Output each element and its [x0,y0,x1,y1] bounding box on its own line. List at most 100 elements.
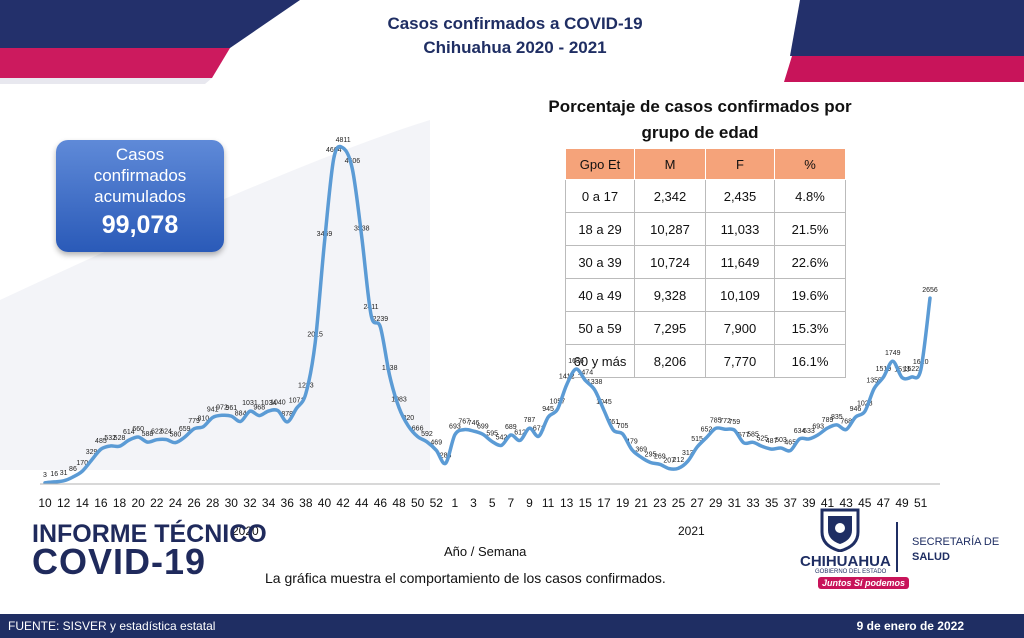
data-label: 580 [170,432,182,439]
data-label: 835 [831,414,843,421]
x-tick-label: 17 [597,496,611,510]
data-label: 946 [850,406,862,413]
data-label: 487 [766,438,778,445]
informe-tecnico-title: INFORME TÉCNICO [32,520,267,548]
x-tick-label: 37 [784,496,798,510]
data-label: 577 [738,432,750,439]
table-row: 60 y más 8,206 7,770 16.1% [565,344,846,378]
data-label: 3 [43,472,47,479]
table-row: 40 a 49 9,328 10,109 19.6% [565,278,846,312]
x-tick-label: 31 [728,496,742,510]
x-tick-label: 12 [57,496,71,510]
table-cell: 16.1% [774,344,846,378]
data-label: 170 [76,460,88,467]
data-label: 369 [635,446,647,453]
table-cell: 2,435 [705,179,775,213]
table-cell: 2,342 [634,179,706,213]
x-tick-label: 23 [653,496,667,510]
x-tick-label: 21 [635,496,649,510]
age-table-header: M [634,148,706,180]
data-label: 884 [235,410,247,417]
data-label: 961 [225,405,237,412]
data-label: 479 [626,439,638,446]
data-label: 693 [812,424,824,431]
x-tick-label: 44 [355,496,369,510]
x-tick-label: 19 [616,496,630,510]
table-row: 50 a 59 7,295 7,900 15.3% [565,311,846,345]
data-label: 820 [402,415,414,422]
secretaria-line1: SECRETARÍA DE [912,536,1000,548]
age-table-title: Porcentaje de casos confirmados por grup… [540,94,860,146]
x-tick-label: 50 [411,496,425,510]
chart-title-line1: Casos confirmados a COVID-19 [387,14,643,33]
table-cell: 50 a 59 [565,311,635,345]
covid19-title: COVID-19 [32,541,207,582]
data-label: 595 [486,431,498,438]
x-tick-label: 3 [470,496,477,510]
table-cell: 18 a 29 [565,212,635,246]
data-label: 212 [673,457,685,464]
data-label: 2656 [922,287,938,294]
data-label: 585 [747,431,759,438]
table-cell: 22.6% [774,245,846,279]
x-tick-label: 30 [225,496,239,510]
data-label: 485 [95,438,107,445]
logo-divider [896,522,898,572]
data-label: 1045 [596,399,612,406]
data-label: 16 [50,471,58,478]
age-table-header: % [774,148,846,180]
data-label: 313 [682,450,694,457]
x-tick-label: 45 [858,496,872,510]
x-tick-label: 22 [150,496,164,510]
x-tick-label: 52 [430,496,444,510]
age-table-title-line2: grupo de edad [641,123,759,142]
table-cell: 9,328 [634,278,706,312]
table-cell: 7,295 [634,311,706,345]
chihuahua-shield-icon [820,508,860,552]
data-label: 768 [840,419,852,426]
x-tick-label: 20 [131,496,145,510]
x-tick-label: 11 [542,496,555,510]
table-cell: 11,033 [705,212,775,246]
data-label: 1412 [559,374,575,381]
x-tick-label: 15 [579,496,593,510]
data-label: 789 [822,417,834,424]
table-cell: 19.6% [774,278,846,312]
series-line [43,144,932,485]
footer-bar: FUENTE: SISVER y estadística estatal 9 d… [0,614,1024,638]
data-label: 659 [179,426,191,433]
data-label: 1283 [298,383,314,390]
data-label: 2239 [373,316,389,323]
footer-date: 9 de enero de 2022 [856,619,964,633]
table-cell: 11,649 [705,245,775,279]
x-tick-label: 49 [895,496,909,510]
data-label: 671 [533,425,545,432]
data-label: 746 [468,420,480,427]
data-label: 269 [654,453,666,460]
data-label: 767 [458,419,470,426]
data-label: 968 [253,405,265,412]
age-group-table: Gpo Et M F % 0 a 17 2,342 2,435 4.8% 18 … [565,148,846,378]
x-tick-label: 34 [262,496,276,510]
data-label: 1749 [885,350,901,357]
data-label: 295 [645,451,657,458]
data-label: 1083 [391,397,407,404]
data-label: 787 [524,417,536,424]
x-tick-label: 41 [821,496,835,510]
x-tick-label: 33 [746,496,760,510]
x-tick-label: 25 [672,496,686,510]
data-label: 515 [691,436,703,443]
table-row: 18 a 29 10,287 11,033 21.5% [565,212,846,246]
data-label: 525 [756,435,768,442]
age-table-header: Gpo Et [565,148,635,180]
x-tick-label: 13 [560,496,574,510]
table-cell: 60 y más [565,344,635,378]
x-tick-label: 36 [281,496,295,510]
x-tick-label: 14 [76,496,90,510]
data-label: 1474 [578,369,594,376]
data-label: 1071 [289,397,305,404]
data-label: 779 [188,418,200,425]
logo-chihuahua-text: CHIHUAHUA [800,553,891,570]
x-tick-label: 46 [374,496,388,510]
